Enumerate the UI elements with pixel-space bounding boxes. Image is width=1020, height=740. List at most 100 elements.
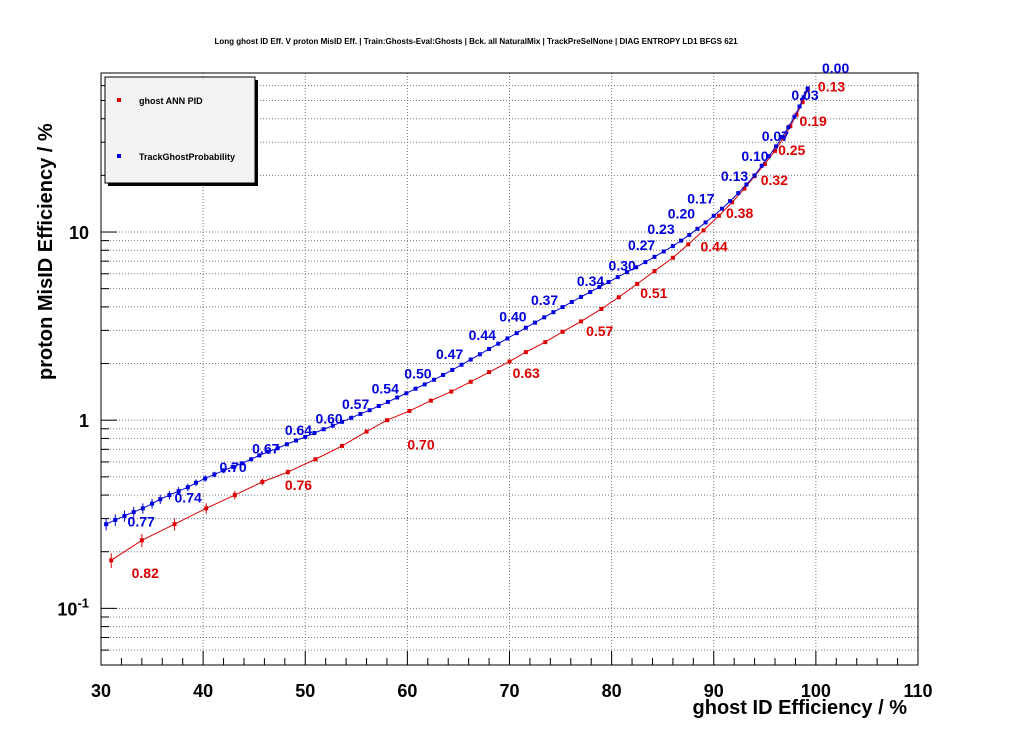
x-tick-label: 50 <box>295 681 315 701</box>
data-point <box>113 517 118 522</box>
data-point <box>742 186 747 191</box>
data-point <box>797 104 802 109</box>
data-point <box>384 418 389 423</box>
data-point <box>711 213 716 218</box>
data-point <box>407 408 412 413</box>
legend-label-ghost-ann-pid: ghost ANN PID <box>139 96 203 106</box>
blue-threshold-label: 0.70 <box>219 459 246 475</box>
blue-threshold-label: 0.47 <box>436 346 463 362</box>
data-point <box>176 489 181 494</box>
data-point <box>340 443 345 448</box>
y-tick-label: 10 <box>69 223 89 243</box>
blue-threshold-label: 0.10 <box>741 148 768 164</box>
blue-threshold-label: 0.57 <box>342 396 369 412</box>
y-tick-label: 1 <box>79 411 89 431</box>
data-point <box>487 370 492 375</box>
data-point <box>122 513 127 518</box>
data-point <box>413 386 418 391</box>
red-threshold-label: 0.38 <box>726 205 753 221</box>
data-point <box>687 232 692 237</box>
data-point <box>599 306 604 311</box>
data-point <box>578 294 583 299</box>
data-point <box>230 464 235 469</box>
data-point <box>792 114 797 119</box>
data-point <box>523 350 528 355</box>
data-point <box>670 255 675 260</box>
red-threshold-label: 0.51 <box>640 285 667 301</box>
data-point <box>759 163 764 168</box>
data-point <box>794 112 799 117</box>
data-point <box>140 506 145 511</box>
blue-threshold-label: 0.54 <box>372 380 399 396</box>
data-point <box>167 493 172 498</box>
data-point <box>468 379 473 384</box>
data-point <box>762 161 767 166</box>
data-point <box>477 352 482 357</box>
data-point <box>652 254 657 259</box>
data-point <box>150 501 155 506</box>
data-point <box>730 200 735 205</box>
legend-label-track-ghost-probability: TrackGhostProbability <box>139 152 235 162</box>
data-point <box>597 285 602 290</box>
data-point <box>441 372 446 377</box>
data-point <box>158 497 163 502</box>
data-point <box>340 419 345 424</box>
blue-threshold-label: 0.34 <box>577 273 604 289</box>
data-point <box>385 399 390 404</box>
red-threshold-label: 0.82 <box>132 565 159 581</box>
data-point <box>670 244 675 249</box>
data-point <box>450 367 455 372</box>
data-point <box>496 341 501 346</box>
blue-threshold-label: 0.07 <box>762 128 789 144</box>
data-point <box>800 100 805 105</box>
y-axis-label: proton MisID Efficiency / % <box>35 123 57 380</box>
data-point <box>805 86 810 91</box>
blue-threshold-label: 0.44 <box>469 327 496 343</box>
data-point <box>606 280 611 285</box>
data-point <box>321 427 326 432</box>
x-axis-label: ghost ID Efficiency / % <box>693 697 908 719</box>
data-point <box>431 377 436 382</box>
series-line <box>105 88 809 525</box>
data-point <box>221 468 226 473</box>
data-point <box>266 449 271 454</box>
blue-threshold-label: 0.00 <box>822 60 849 76</box>
series-ghost-ann-pid <box>109 87 810 569</box>
chart-title: Long ghost ID Eff. V proton MisID Eff. |… <box>214 37 738 46</box>
blue-threshold-label: 0.37 <box>531 292 558 308</box>
data-point <box>773 148 778 153</box>
data-point <box>786 125 791 130</box>
blue-threshold-label: 0.27 <box>628 237 655 253</box>
data-point <box>367 408 372 413</box>
red-threshold-label: 0.70 <box>407 436 434 452</box>
blue-threshold-label: 0.64 <box>285 422 312 438</box>
data-point <box>560 305 565 310</box>
x-tick-label: 80 <box>602 681 622 701</box>
data-point <box>616 295 621 300</box>
data-point <box>358 411 363 416</box>
data-point <box>131 510 136 515</box>
data-point <box>395 395 400 400</box>
blue-threshold-label: 0.74 <box>175 489 202 505</box>
blue-threshold-label: 0.40 <box>499 308 526 324</box>
annotations: 0.82 0.76 0.70 0.63 0.57 0.51 0.44 0.38 0.32 0.25… <box>128 60 850 581</box>
blue-threshold-label: 0.13 <box>721 168 748 184</box>
data-point <box>487 346 492 351</box>
blue-threshold-label: 0.30 <box>609 258 636 274</box>
x-tick-label: 100 <box>801 681 831 701</box>
data-marks <box>104 86 810 569</box>
data-point <box>716 213 721 218</box>
data-point <box>703 220 708 225</box>
data-point <box>801 95 806 100</box>
data-point <box>551 310 556 315</box>
data-point <box>193 480 198 485</box>
data-point <box>172 522 177 527</box>
data-point <box>275 446 280 451</box>
data-point <box>404 391 409 396</box>
data-point <box>203 476 208 481</box>
data-point <box>349 415 354 420</box>
blue-threshold-label: 0.77 <box>128 514 155 530</box>
data-point <box>204 506 209 511</box>
data-point <box>303 434 308 439</box>
x-tick-label: 30 <box>91 681 111 701</box>
